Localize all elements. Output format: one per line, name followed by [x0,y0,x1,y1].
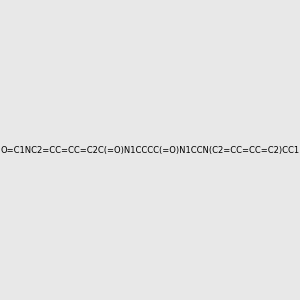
Text: O=C1NC2=CC=CC=C2C(=O)N1CCCC(=O)N1CCN(C2=CC=CC=C2)CC1: O=C1NC2=CC=CC=C2C(=O)N1CCCC(=O)N1CCN(C2=… [0,146,300,154]
